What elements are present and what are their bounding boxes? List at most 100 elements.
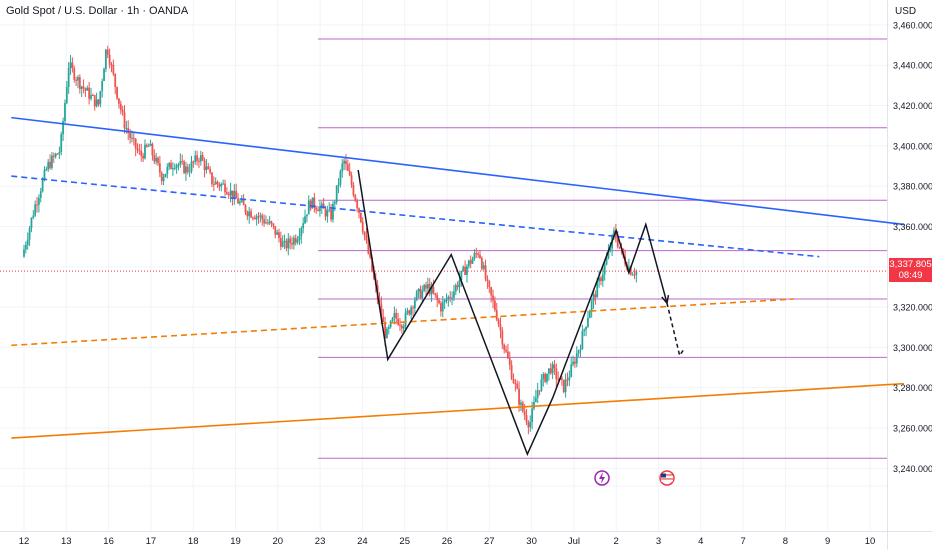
candle-body	[291, 243, 293, 245]
candle-body	[583, 329, 586, 332]
price-tick-label: 3,400.000	[893, 141, 932, 151]
candle-body	[408, 310, 411, 315]
candle-body	[499, 324, 502, 331]
candle-body	[480, 257, 483, 269]
candle-body	[238, 201, 241, 204]
candle-body	[261, 215, 264, 220]
candle-body	[127, 128, 130, 134]
candle-body	[458, 280, 461, 288]
candle-body	[173, 167, 176, 169]
candle-body	[149, 143, 152, 146]
candle-body	[51, 155, 53, 168]
candle-body	[313, 197, 316, 208]
time-tick-label: 19	[230, 536, 241, 547]
candle-body	[28, 228, 31, 240]
candle-body	[214, 181, 217, 185]
candle-body	[106, 49, 109, 55]
candle-body	[490, 287, 493, 296]
candle-body	[616, 238, 619, 247]
candle-body	[590, 301, 593, 312]
price-tick-label: 3,320.000	[893, 303, 932, 313]
candle-body	[397, 318, 400, 325]
candle-body	[477, 253, 480, 255]
candle-body	[30, 217, 33, 229]
candle-body	[34, 204, 37, 216]
candle-body	[380, 303, 383, 317]
candle-body	[482, 265, 485, 269]
candle-body	[304, 216, 306, 224]
candle-body	[557, 379, 560, 381]
candle-body	[534, 397, 537, 403]
flag-canton	[661, 473, 666, 478]
candle-body	[441, 302, 444, 312]
candle-body	[531, 408, 534, 423]
candle-body	[507, 351, 509, 359]
candle-body	[123, 112, 126, 129]
candle-body	[609, 248, 612, 251]
candle-body	[510, 365, 513, 380]
candle-body	[440, 303, 442, 312]
candle-body	[237, 198, 239, 204]
candle-body	[631, 274, 634, 276]
time-tick-label: 9	[825, 536, 830, 547]
candle-body	[371, 257, 373, 272]
candle-body	[281, 241, 284, 247]
candle-body	[220, 184, 223, 187]
candle-body	[479, 254, 481, 258]
candle-body	[341, 163, 344, 172]
candle-body	[224, 183, 226, 193]
zigzag-path	[357, 169, 668, 457]
candle-body	[134, 138, 137, 149]
candle-body	[88, 87, 91, 99]
candle-body	[311, 197, 314, 209]
candle-body	[413, 300, 416, 309]
candle-body	[486, 279, 489, 281]
price-tick-label: 3,260.000	[893, 423, 932, 433]
candle-body	[101, 80, 104, 92]
candle-body	[86, 87, 89, 91]
time-tick-label: 23	[315, 536, 326, 547]
price-tick-label: 3,240.000	[893, 464, 932, 474]
candle-body	[266, 222, 269, 224]
candle-body	[438, 300, 440, 304]
candle-body	[75, 79, 78, 81]
candle-body	[268, 221, 271, 224]
candle-body	[198, 160, 200, 162]
flag-stripe	[661, 476, 673, 478]
candle-body	[285, 240, 288, 249]
price-tick-label: 3,420.000	[893, 101, 932, 111]
candle-body	[627, 266, 630, 270]
time-tick-label: 18	[188, 536, 199, 547]
candle-body	[456, 285, 459, 288]
candle-body	[69, 62, 72, 69]
time-tick-label: 27	[484, 536, 495, 547]
candle-body	[302, 223, 305, 229]
currency-label[interactable]: USD	[895, 6, 917, 17]
candle-body	[417, 288, 420, 292]
candle-body	[514, 382, 517, 384]
candle-body	[434, 293, 437, 296]
candle-body	[607, 250, 610, 259]
projection-dashed-arrow	[666, 302, 685, 358]
candle-body	[320, 203, 323, 207]
candle-body	[581, 331, 584, 350]
candle-body	[447, 296, 450, 300]
candle-body	[523, 411, 526, 416]
candle-body	[64, 103, 66, 122]
candle-body	[125, 128, 128, 130]
candle-body	[555, 368, 558, 380]
candle-body	[60, 134, 63, 153]
candle-body	[410, 307, 413, 315]
candle-body	[596, 281, 599, 298]
candle-body	[194, 155, 197, 163]
candle-body	[577, 350, 580, 354]
orange-trendline	[11, 382, 904, 439]
us-flag-event-icon[interactable]	[659, 470, 675, 486]
candle-body	[73, 68, 76, 80]
candle-body	[131, 137, 133, 139]
candle-body	[84, 88, 87, 91]
candle-body	[160, 172, 163, 182]
candle-body	[518, 388, 520, 405]
